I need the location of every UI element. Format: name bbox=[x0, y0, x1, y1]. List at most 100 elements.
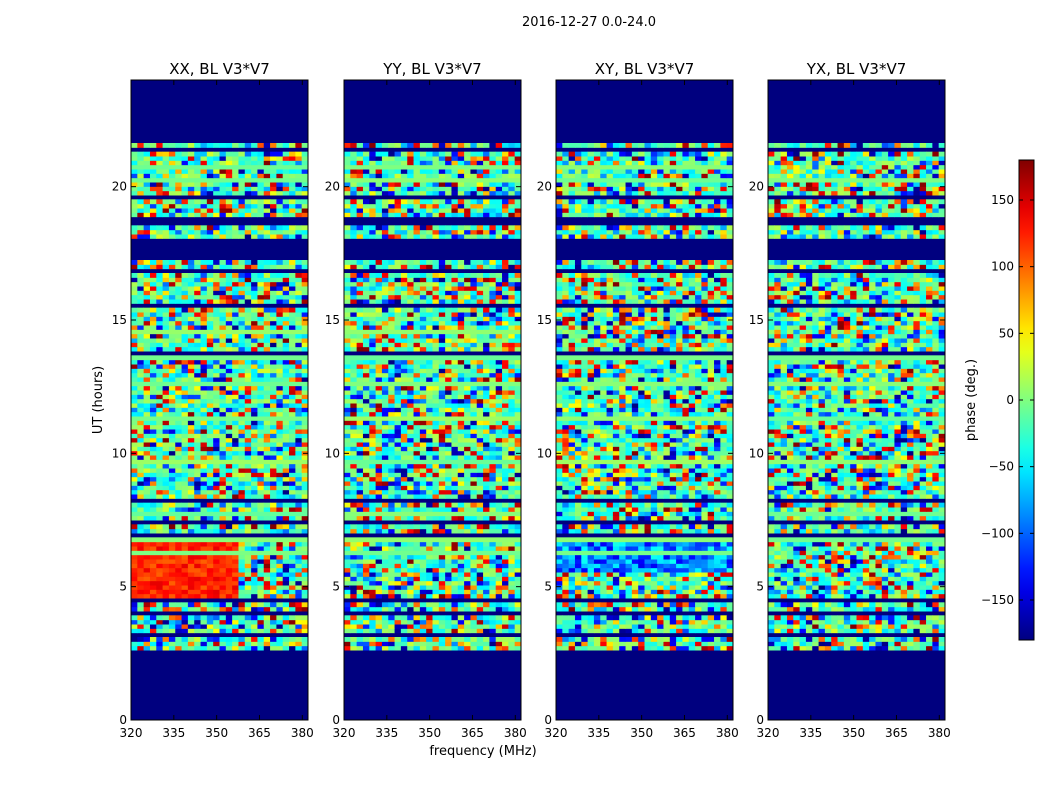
heatmap-cell bbox=[282, 585, 290, 590]
heatmap-cell bbox=[251, 472, 258, 478]
heatmap-cell bbox=[295, 507, 303, 512]
heatmap-cell bbox=[451, 606, 459, 612]
heatmap-cell bbox=[457, 507, 465, 512]
heatmap-cell bbox=[206, 264, 214, 270]
heatmap-cell bbox=[244, 554, 252, 560]
heatmap-cell bbox=[438, 338, 446, 343]
heatmap-cell bbox=[514, 229, 521, 235]
heatmap-cell bbox=[369, 580, 377, 586]
heatmap-cell bbox=[495, 190, 503, 196]
heatmap-cell bbox=[426, 481, 433, 486]
heatmap-cell bbox=[168, 186, 176, 192]
heatmap-cell bbox=[156, 316, 164, 322]
heatmap-cell bbox=[508, 264, 516, 270]
heatmap-cell bbox=[244, 433, 252, 439]
heatmap-cell bbox=[375, 182, 383, 187]
heatmap-cell bbox=[457, 463, 465, 469]
heatmap-cell bbox=[295, 463, 303, 469]
heatmap-cell bbox=[131, 160, 138, 166]
heatmap-cell bbox=[149, 394, 157, 400]
heatmap-cell bbox=[514, 316, 521, 322]
heatmap-cell bbox=[502, 619, 509, 625]
heatmap-cell bbox=[213, 385, 220, 391]
heatmap-cell bbox=[149, 398, 157, 404]
heatmap-cell bbox=[356, 372, 364, 378]
heatmap-cell bbox=[232, 342, 239, 348]
heatmap-cell bbox=[388, 593, 395, 599]
heatmap-cell bbox=[143, 424, 151, 430]
heatmap-cell bbox=[432, 385, 440, 391]
heatmap-cell bbox=[257, 580, 265, 586]
heatmap-cell bbox=[232, 390, 239, 395]
heatmap-cell bbox=[282, 368, 290, 374]
heatmap-cell bbox=[413, 411, 421, 417]
heatmap-cell bbox=[244, 563, 252, 569]
heatmap-cell bbox=[495, 264, 503, 270]
heatmap-cell bbox=[419, 407, 427, 413]
heatmap-cell bbox=[413, 407, 421, 413]
heatmap-cell bbox=[502, 637, 509, 642]
heatmap-cell bbox=[413, 455, 421, 460]
heatmap-cell bbox=[206, 225, 214, 231]
heatmap-cell bbox=[457, 203, 465, 209]
heatmap-cell bbox=[502, 563, 509, 569]
heatmap-cell bbox=[502, 325, 509, 330]
heatmap-cell bbox=[289, 385, 296, 391]
heatmap-cell bbox=[213, 377, 220, 382]
heatmap-cell bbox=[419, 554, 427, 560]
heatmap-cell bbox=[375, 234, 383, 239]
heatmap-cell bbox=[295, 385, 303, 391]
heatmap-cell bbox=[194, 390, 201, 395]
heatmap-cell bbox=[149, 446, 157, 452]
heatmap-cell bbox=[375, 320, 383, 326]
heatmap-cell bbox=[375, 316, 383, 322]
heatmap-cell bbox=[483, 260, 490, 265]
heatmap-cell bbox=[508, 325, 516, 330]
heatmap-cell bbox=[413, 437, 421, 443]
heatmap-cell bbox=[244, 203, 252, 209]
heatmap-cell bbox=[162, 559, 170, 564]
heatmap-cell bbox=[238, 151, 246, 157]
heatmap-cell bbox=[200, 524, 208, 530]
heatmap-cell bbox=[483, 299, 490, 304]
heatmap-cell bbox=[508, 208, 516, 213]
heatmap-cell bbox=[419, 316, 427, 322]
heatmap-cell bbox=[175, 346, 182, 352]
heatmap-cell bbox=[344, 528, 351, 534]
heatmap-cell bbox=[143, 372, 151, 378]
heatmap-cell bbox=[394, 316, 402, 322]
heatmap-cell bbox=[381, 385, 389, 391]
heatmap-cell bbox=[426, 234, 433, 239]
heatmap-cell bbox=[143, 411, 151, 417]
heatmap-cell bbox=[156, 312, 164, 317]
heatmap-cell bbox=[257, 585, 265, 590]
heatmap-cell bbox=[413, 169, 421, 174]
heatmap-cell bbox=[451, 316, 459, 322]
heatmap-cell bbox=[495, 515, 503, 521]
heatmap-cell bbox=[156, 377, 164, 382]
heatmap-cell bbox=[156, 143, 164, 148]
heatmap-cell bbox=[225, 593, 233, 599]
heatmap-cell bbox=[508, 485, 516, 491]
heatmap-cell bbox=[156, 359, 164, 365]
heatmap-cell bbox=[162, 225, 170, 231]
heatmap-cell bbox=[206, 281, 214, 287]
heatmap-cell bbox=[502, 398, 509, 404]
heatmap-cell bbox=[388, 576, 395, 582]
heatmap-cell bbox=[344, 628, 351, 634]
heatmap-cell bbox=[514, 173, 521, 179]
heatmap-cell bbox=[388, 186, 395, 192]
heatmap-cell bbox=[213, 407, 220, 413]
heatmap-cell bbox=[168, 546, 176, 551]
heatmap-cell bbox=[362, 290, 370, 296]
heatmap-cell bbox=[137, 589, 145, 595]
heatmap-cell bbox=[362, 489, 370, 495]
heatmap-cell bbox=[388, 455, 395, 460]
heatmap-cell bbox=[238, 364, 246, 369]
heatmap-cell bbox=[470, 450, 478, 456]
heatmap-cell bbox=[432, 277, 440, 283]
heatmap-cell bbox=[200, 372, 208, 378]
heatmap-cell bbox=[451, 472, 459, 478]
heatmap-cell bbox=[276, 559, 284, 564]
heatmap-cell bbox=[149, 273, 157, 278]
